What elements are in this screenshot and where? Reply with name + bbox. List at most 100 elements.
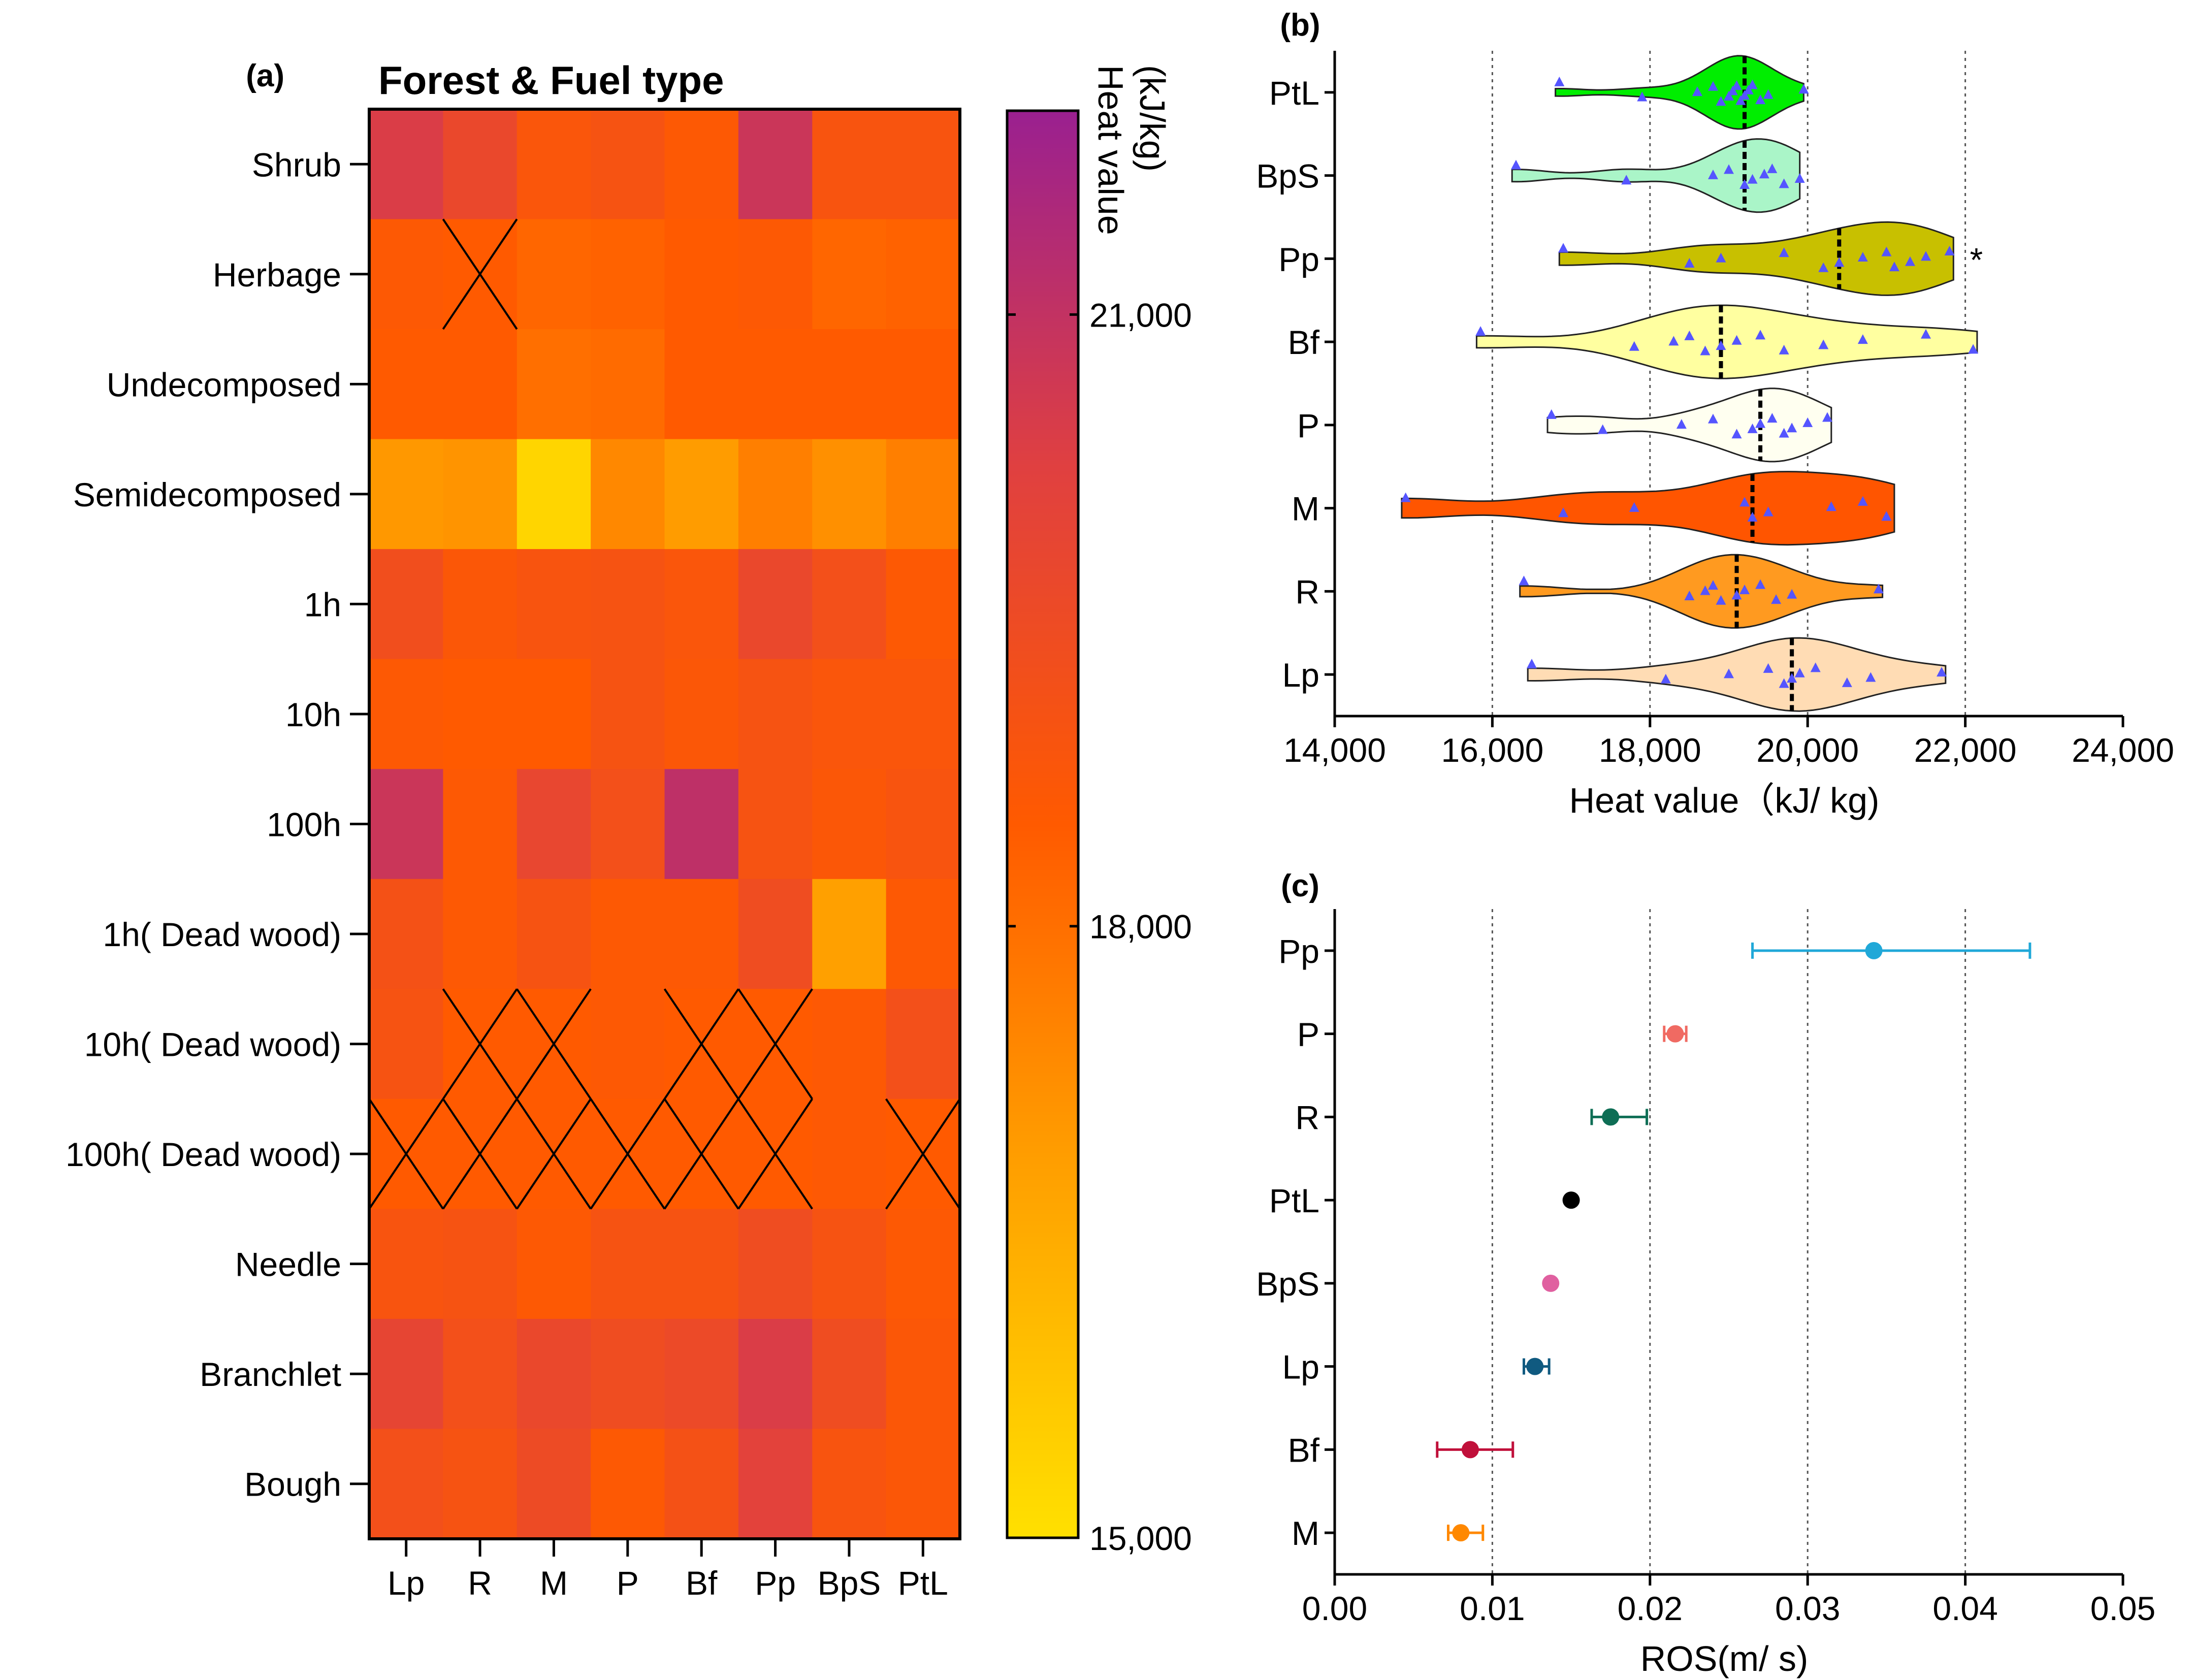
heatmap-cell	[664, 769, 739, 880]
y-tick-label: M	[1292, 1514, 1319, 1552]
ros-gridlines	[1491, 909, 1967, 1574]
heatmap-cell	[591, 219, 665, 330]
heatmap-cell	[591, 109, 665, 220]
violin-point	[1779, 247, 1789, 257]
violin-point	[1684, 330, 1695, 340]
heatmap-cell	[443, 1429, 518, 1539]
row-label: 100h	[267, 806, 341, 844]
violin-point	[1739, 584, 1750, 594]
heatmap-cell	[664, 1429, 739, 1539]
violin-point	[1700, 345, 1711, 356]
cross-mark	[885, 1098, 961, 1210]
heatmap-cell	[738, 549, 813, 660]
x-tick-label: 0.00	[1302, 1590, 1367, 1627]
heatmap-cell	[517, 329, 591, 440]
heatmap-cell	[443, 879, 518, 990]
heatmap-cells	[369, 109, 960, 1539]
ros-points	[1436, 942, 2032, 1542]
violin-point	[1597, 424, 1608, 434]
heatmap-cell	[369, 219, 444, 330]
heatmap-cell	[886, 439, 960, 550]
violin-point	[1779, 344, 1789, 354]
violin-point	[1842, 677, 1852, 687]
heatmap-cell	[369, 879, 444, 990]
panel-a: (a) Forest & Fuel type Shrub Herbage Undec…	[66, 58, 961, 1602]
heatmap-cell	[443, 659, 518, 770]
violin-BpS	[1511, 138, 1801, 213]
violin-point	[1747, 79, 1758, 89]
colorbar: 15,000 18,000 21,000 Heat value (kJ/kg)	[1006, 65, 1192, 1557]
violin-point	[1660, 673, 1671, 684]
violin-point	[1747, 423, 1758, 433]
cross-mark	[516, 988, 592, 1100]
violin-PtL	[1555, 55, 1804, 130]
violin-point	[1743, 84, 1754, 94]
x-tick-label: 18,000	[1599, 731, 1701, 769]
violin-point	[1747, 174, 1758, 184]
ros-x-title: ROS(m/ s)	[1640, 1639, 1809, 1678]
heatmap-cell	[886, 109, 960, 220]
y-tick-label: Bf	[1288, 324, 1320, 361]
heatmap-cell	[812, 989, 887, 1100]
violin-point	[1676, 419, 1687, 429]
heatmap-cell	[886, 1209, 960, 1319]
violin-point	[1818, 339, 1829, 349]
violin-point	[1692, 86, 1702, 96]
heatmap-cell	[591, 1318, 665, 1430]
panel-c-label: (c)	[1281, 868, 1319, 903]
violin-point	[1767, 163, 1778, 173]
x-tick-label: 24,000	[2072, 731, 2174, 769]
heatmap-cell	[443, 549, 518, 660]
violin-point	[1857, 251, 1868, 262]
violin-point	[1716, 252, 1726, 263]
violin-point	[1700, 585, 1711, 595]
violin-point	[1763, 663, 1774, 673]
row-label: 1h( Dead wood)	[103, 916, 341, 953]
heatmap-cell	[443, 439, 518, 550]
cross-mark	[590, 1098, 666, 1210]
heatmap-cell	[591, 879, 665, 990]
ros-point-Pp	[1865, 942, 1883, 959]
heatmap-cell	[812, 1099, 887, 1210]
col-label: R	[468, 1564, 492, 1602]
colorbar-label-line2: (kJ/kg)	[1133, 65, 1172, 172]
violin-point	[1763, 89, 1774, 99]
heatmap-cell	[886, 1429, 960, 1539]
col-label: Pp	[755, 1564, 796, 1602]
x-tick-label: 0.01	[1460, 1590, 1525, 1627]
heatmap-cell	[664, 879, 739, 990]
violin-point	[1818, 262, 1829, 272]
violin-point	[1731, 590, 1742, 600]
violin-point	[1810, 662, 1821, 672]
cross-mark	[737, 988, 813, 1100]
heatmap-cell	[664, 549, 739, 660]
violin-point	[1857, 496, 1868, 506]
violin-point	[1755, 579, 1766, 589]
violin-point	[1787, 673, 1797, 683]
heatmap-cell	[886, 989, 960, 1100]
heatmap-cell	[591, 1209, 665, 1319]
cross-mark	[442, 218, 518, 330]
violin-point	[1400, 492, 1411, 502]
y-tick-label: BpS	[1256, 1265, 1319, 1303]
heatmap-cell	[664, 659, 739, 770]
panel-b-label: (b)	[1280, 8, 1320, 43]
violin-point	[1724, 90, 1734, 101]
colorbar-bar	[1006, 109, 1080, 1539]
heatmap-cell	[738, 659, 813, 770]
violin-point	[1802, 417, 1813, 427]
row-label: Branchlet	[200, 1355, 341, 1393]
heatmap-cell	[738, 329, 813, 440]
heatmap-cell	[738, 769, 813, 880]
col-label: BpS	[818, 1564, 881, 1602]
heatmap-cell	[443, 769, 518, 880]
col-label: Bf	[686, 1564, 718, 1602]
colorbar-ticks: 15,000 18,000 21,000	[1007, 296, 1192, 1557]
x-tick-label: 22,000	[1914, 731, 2017, 769]
heatmap-cell	[591, 659, 665, 770]
heatmap-cell	[369, 329, 444, 440]
heatmap-cell	[812, 1318, 887, 1430]
violin-point	[1865, 672, 1876, 682]
heatmap-cell	[812, 109, 887, 220]
row-label: Herbage	[213, 256, 341, 294]
